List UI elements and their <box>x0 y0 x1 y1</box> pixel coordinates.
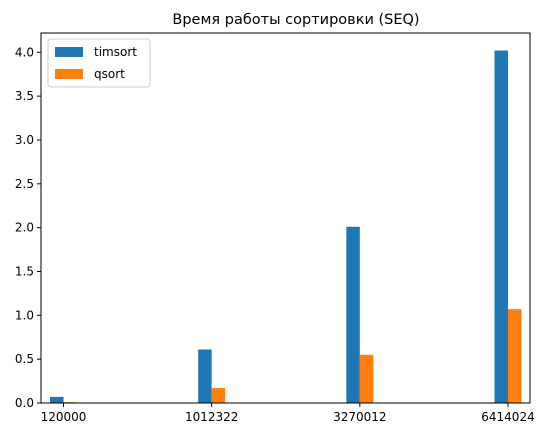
bars-layer <box>50 50 522 403</box>
y-tick-label: 4.0 <box>15 45 34 59</box>
x-axis: 120000 1012322 3270012 6414024 <box>41 403 535 424</box>
bar-timsort-3270012 <box>346 226 360 403</box>
bar-timsort-120000 <box>50 396 64 403</box>
y-tick-label: 1.0 <box>15 308 34 322</box>
y-tick-label: 0.0 <box>15 396 34 410</box>
bar-timsort-1012322 <box>198 349 212 403</box>
legend-swatch-timsort <box>55 47 83 57</box>
bar-qsort-3270012 <box>359 354 374 403</box>
plot-frame <box>40 32 531 404</box>
y-axis: 0.0 0.5 1.0 1.5 2.0 2.5 3.0 3.5 4.0 <box>15 45 41 410</box>
legend-swatch-qsort <box>55 69 83 79</box>
x-tick-label: 1012322 <box>185 410 238 424</box>
y-tick-label: 1.5 <box>15 264 34 278</box>
chart-title: Время работы сортировки (SEQ) <box>172 12 419 28</box>
legend-label-timsort: timsort <box>94 45 137 59</box>
x-tick-label: 120000 <box>41 410 87 424</box>
y-tick-label: 2.5 <box>15 177 34 191</box>
legend-label-qsort: qsort <box>94 67 125 81</box>
x-tick-label: 6414024 <box>481 410 534 424</box>
y-tick-label: 3.5 <box>15 89 34 103</box>
legend: timsort qsort <box>47 38 151 88</box>
bar-qsort-6414024 <box>508 309 522 403</box>
y-tick-label: 3.0 <box>15 133 34 147</box>
bar-qsort-1012322 <box>211 388 226 403</box>
x-tick-label: 3270012 <box>333 410 386 424</box>
y-tick-label: 2.0 <box>15 221 34 235</box>
bar-timsort-6414024 <box>494 50 508 403</box>
y-tick-label: 0.5 <box>15 352 34 366</box>
